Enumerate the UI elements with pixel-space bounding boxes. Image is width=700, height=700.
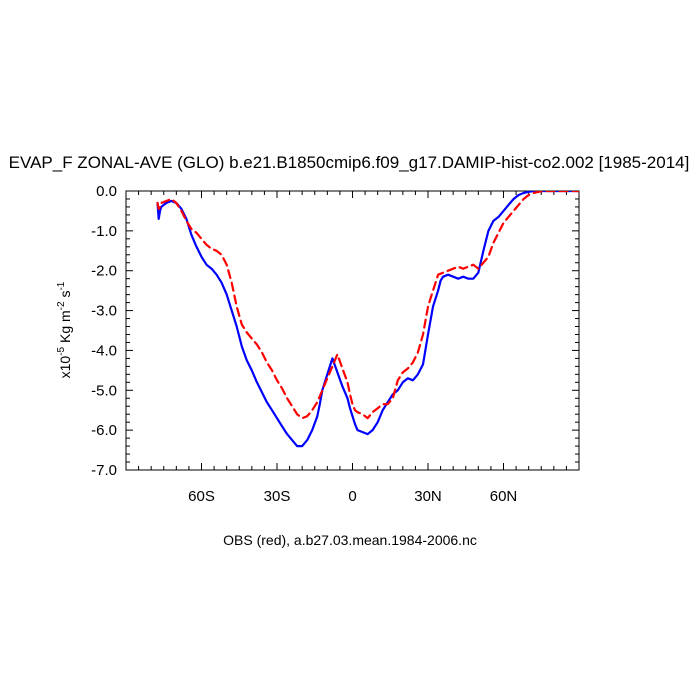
chart-title: EVAP_F ZONAL-AVE (GLO) b.e21.B1850cmip6.… [9,153,690,172]
y-tick-label: -2.0 [91,263,117,280]
x-tick-label: 30S [264,488,291,505]
chart-footer: OBS (red), a.b27.03.mean.1984-2006.nc [223,532,477,548]
y-tick-label: 0.0 [96,183,117,200]
y-tick-label: -6.0 [91,422,117,439]
obs-series-line [156,191,579,420]
x-tick-label: 60N [490,488,518,505]
model-series-line [156,191,579,448]
y-tick-label: -4.0 [91,342,117,359]
y-tick-label: -7.0 [91,462,117,479]
y-tick-label: -3.0 [91,303,117,320]
plot-frame [125,190,580,471]
y-axis-label: x10-5 Kg m-2 s-1 [56,281,73,378]
axis-tick-labels: 0.0 -1.0 -2.0 -3.0 -4.0 -5.0 -6.0 -7.0 60S 30S 0 30… [91,183,517,505]
y-tick-label: -1.0 [91,223,117,240]
series-layer [156,191,579,448]
x-tick-label: 0 [348,488,356,505]
axis-ticks [125,190,580,471]
y-tick-label: -5.0 [91,382,117,399]
x-tick-label: 60S [188,488,215,505]
x-tick-label: 30N [414,488,442,505]
